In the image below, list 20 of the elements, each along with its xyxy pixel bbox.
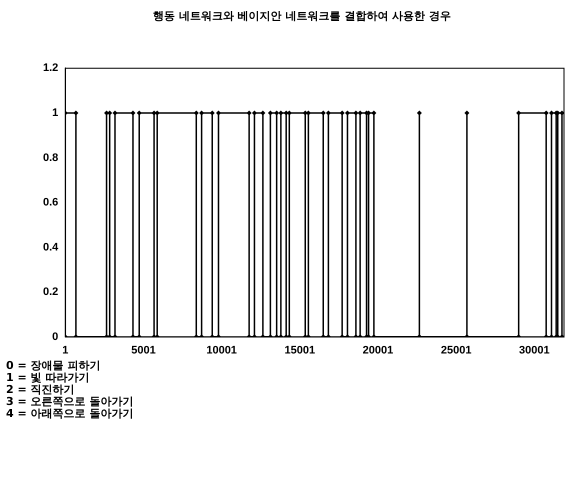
x-tick-label: 20001 xyxy=(362,344,394,356)
y-tick-label: 1.2 xyxy=(42,62,58,74)
y-tick-label: 0.2 xyxy=(42,286,58,298)
text: 3 = 오른쪽으로 돌아가기 xyxy=(6,395,134,408)
y-tick-label: 0.6 xyxy=(42,196,58,209)
y-tick-label: 0.8 xyxy=(42,152,58,164)
text: 0 = 장애물 피하기 xyxy=(6,359,102,372)
x-tick-label: 25001 xyxy=(440,344,472,356)
x-tick-label: 15001 xyxy=(284,344,316,356)
x-tick-label: 30001 xyxy=(519,344,550,356)
x-tick-label: 10001 xyxy=(206,344,237,356)
text: 1 = 빛 따라가기 xyxy=(6,371,90,384)
text: 2 = 직진하기 xyxy=(6,383,76,396)
y-tick-label: 1 xyxy=(52,107,58,119)
x-tick-label: 5001 xyxy=(131,344,156,356)
chart-title: 행동 네트워크와 베이지안 네트워크를 결합하여 사용한 경우 xyxy=(153,9,451,22)
x-tick-label: 1 xyxy=(62,344,68,356)
text: 4 = 아래쪽으로 돌아가기 xyxy=(6,407,134,420)
y-tick-label: 0 xyxy=(52,330,58,343)
y-tick-label: 0.4 xyxy=(42,241,60,254)
